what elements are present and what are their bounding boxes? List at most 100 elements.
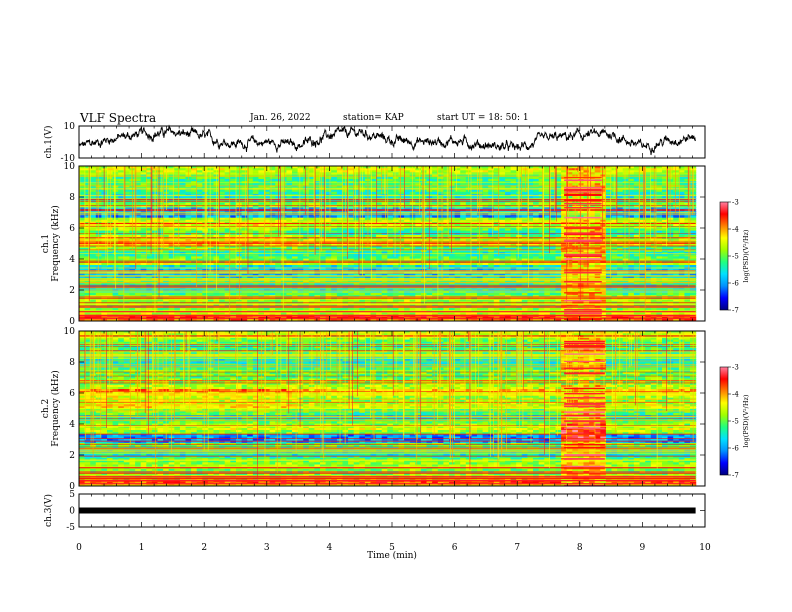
spectrogram-cell: [303, 204, 310, 208]
spectrogram-cell: [185, 239, 192, 242]
spectrogram-cell: [605, 239, 613, 242]
spectrogram-cell: [544, 204, 551, 208]
spectrogram-cell: [499, 176, 506, 180]
spectrogram-cell: [118, 258, 125, 262]
spectrogram-cell: [168, 189, 175, 193]
spectrogram-cell: [376, 168, 383, 171]
spectrogram-cell: [381, 206, 388, 210]
spectrogram-cell: [224, 168, 231, 171]
spectrogram-cell: [168, 262, 175, 266]
spectrogram-cell: [392, 258, 400, 262]
spectrogram-cell: [432, 202, 439, 206]
spectrogram-cell: [342, 217, 349, 221]
spectrogram-cell: [320, 254, 327, 258]
spectrogram-cell: [404, 230, 411, 234]
spectrogram-cell: [168, 234, 175, 238]
spectrogram-cell: [314, 217, 321, 221]
spectrogram-cell: [549, 250, 557, 253]
spectrogram-cell: [561, 228, 568, 232]
spectrogram-cell: [555, 178, 562, 182]
spectrogram-cell: [292, 250, 299, 253]
spectrogram-cell: [392, 237, 400, 240]
spectrogram-cell: [505, 202, 512, 206]
spectrogram-cell: [662, 258, 669, 262]
spectrogram-cell: [224, 202, 231, 206]
spectrogram-cell: [505, 170, 512, 174]
spectrogram-cell: [320, 224, 327, 227]
spectrogram-cell: [202, 202, 209, 206]
spectrogram-cell: [667, 196, 674, 199]
spectrogram-cell: [493, 183, 500, 186]
spectrogram-cell: [521, 237, 528, 240]
spectrogram-cell: [297, 176, 304, 180]
spectrogram-cell: [415, 239, 422, 242]
spectrogram-cell: [286, 254, 293, 258]
spectrogram-cell: [432, 232, 439, 236]
spectrogram-cell: [471, 245, 478, 249]
spectrogram-cell: [527, 176, 534, 180]
spectrogram-cell: [617, 250, 624, 253]
spectrogram-cell: [617, 196, 624, 199]
spectrogram-cell: [555, 206, 562, 210]
spectrogram-cell: [454, 258, 461, 262]
spectrogram-cell: [174, 224, 181, 227]
spectrogram-cell: [280, 239, 287, 242]
spectrogram-cell: [219, 196, 226, 199]
spectrogram-cell: [437, 185, 444, 189]
spectrogram-cell: [594, 243, 601, 247]
spectrogram-cell: [174, 166, 181, 169]
spectrogram-cell: [236, 237, 243, 240]
spectrogram-cell: [258, 256, 265, 260]
spectrogram-cell: [667, 224, 674, 227]
spectrogram-cell: [135, 185, 142, 189]
spectrogram-cell: [432, 185, 439, 189]
spectrogram-cell: [549, 247, 557, 251]
spectrogram-cell: [336, 168, 344, 171]
spectrogram-cell: [600, 215, 607, 219]
spectrogram-cell: [168, 230, 175, 234]
spectrogram-cell: [420, 168, 428, 171]
spectrogram-cell: [465, 243, 472, 247]
spectrogram-cell: [219, 206, 226, 210]
spectrogram-cell: [415, 166, 422, 169]
spectrogram-cell: [230, 196, 237, 199]
spectrogram-cell: [118, 228, 125, 232]
spectrogram-cell: [331, 170, 338, 174]
spectrogram-cell: [409, 189, 416, 193]
spectrogram-cell: [477, 243, 484, 247]
spectrogram-cell: [645, 168, 652, 171]
spectrogram-cell: [415, 189, 422, 193]
spectrogram-cell: [633, 166, 641, 169]
spectrogram-cell: [471, 228, 478, 232]
spectrogram-cell: [611, 178, 618, 182]
spectrogram-cell: [673, 243, 680, 247]
spectrogram-cell: [510, 239, 517, 242]
spectrogram-cell: [628, 206, 635, 210]
spectrogram-cell: [331, 200, 338, 204]
spectrogram-cell: [533, 200, 540, 204]
spectrogram-cell: [123, 256, 130, 260]
spectrogram-cell: [392, 254, 400, 258]
spectrogram-cell: [353, 170, 360, 174]
spectrogram-cell: [684, 237, 691, 240]
spectrogram-cell: [84, 258, 91, 262]
spectrogram-cell: [673, 200, 680, 204]
spectrogram-cell: [191, 170, 198, 174]
spectrogram-cell: [179, 237, 187, 240]
spectrogram-cell: [628, 256, 635, 260]
spectrogram-cell: [600, 256, 607, 260]
spectrogram-cell: [174, 245, 181, 249]
spectrogram-cell: [432, 237, 439, 240]
spectrogram-cell: [505, 230, 512, 234]
spectrogram-cell: [583, 237, 590, 240]
spectrogram-cell: [252, 237, 259, 240]
spectrogram-cell: [376, 170, 383, 174]
spectrogram-cell: [667, 191, 674, 195]
spectrogram-cell: [617, 168, 624, 171]
spectrogram-cell: [415, 178, 422, 182]
spectrogram-cell: [583, 196, 590, 199]
spectrogram-cell: [179, 262, 187, 266]
spectrogram-cell: [207, 178, 215, 182]
spectrogram-cell: [376, 224, 383, 227]
spectrogram-cell: [460, 170, 467, 174]
